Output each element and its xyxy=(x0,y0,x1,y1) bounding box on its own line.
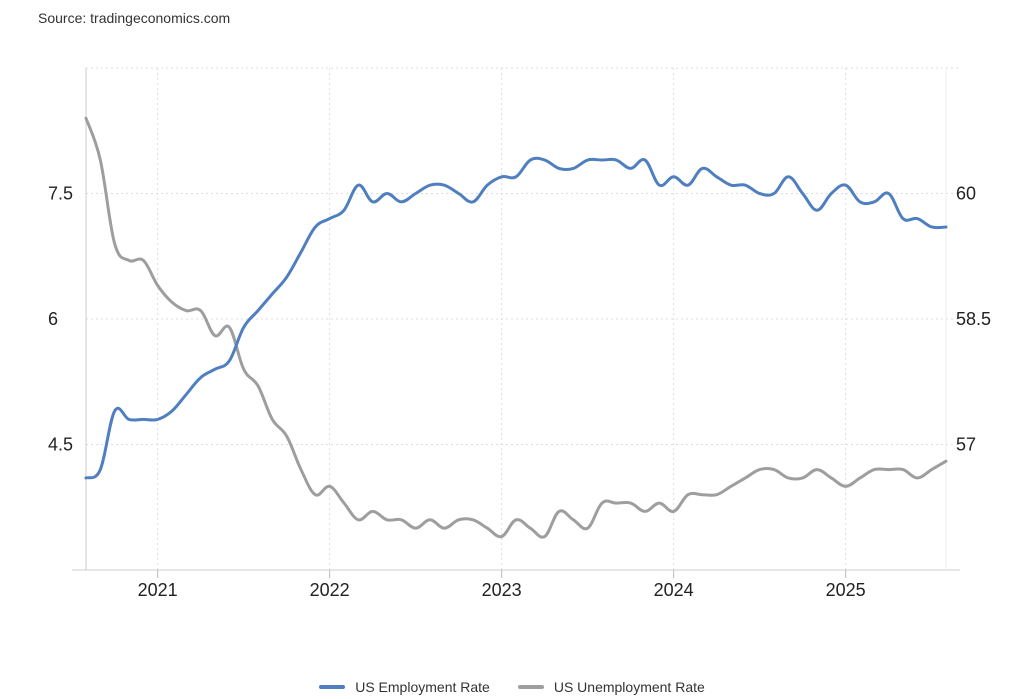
right-tick-label: 57 xyxy=(956,435,976,455)
left-tick-label: 4.5 xyxy=(48,435,73,455)
x-tick-label: 2022 xyxy=(310,580,350,600)
legend-swatch xyxy=(517,685,544,689)
source-label: Source: tradingeconomics.com xyxy=(38,10,231,26)
right-tick-label: 58.5 xyxy=(956,309,991,329)
x-tick-label: 2024 xyxy=(654,580,694,600)
series-line-us-unemployment-rate xyxy=(84,116,948,539)
chart: 7.5 6 4.5 60 58.5 57 2021 2022 2023 2024 2025 xyxy=(48,67,991,601)
gridlines xyxy=(86,67,960,570)
legend: US Employment Rate US Unemployment Rate xyxy=(0,676,1024,695)
x-tick-label: 2025 xyxy=(826,580,866,600)
legend-label: US Employment Rate xyxy=(355,679,490,695)
x-tick-label: 2021 xyxy=(138,580,178,600)
legend-item[interactable]: US Employment Rate xyxy=(319,679,490,695)
axes xyxy=(72,68,960,578)
legend-label: US Unemployment Rate xyxy=(553,679,705,695)
left-tick-label: 6 xyxy=(48,309,58,329)
legend-item[interactable]: US Unemployment Rate xyxy=(517,679,705,695)
right-tick-label: 60 xyxy=(956,184,976,204)
tick-labels: 7.5 6 4.5 60 58.5 57 2021 2022 2023 2024 2025 xyxy=(48,184,991,601)
x-tick-label: 2023 xyxy=(482,580,522,600)
series-line-us-employment-rate xyxy=(84,156,948,480)
legend-swatch xyxy=(319,685,346,689)
left-tick-label: 7.5 xyxy=(48,184,73,204)
series-lines xyxy=(84,116,948,539)
